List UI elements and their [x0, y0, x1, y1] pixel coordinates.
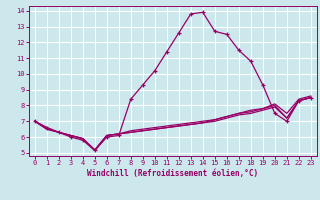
- X-axis label: Windchill (Refroidissement éolien,°C): Windchill (Refroidissement éolien,°C): [87, 169, 258, 178]
